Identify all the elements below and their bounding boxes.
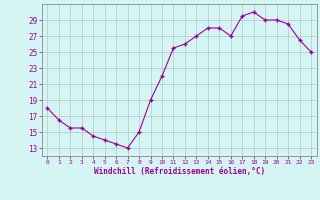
X-axis label: Windchill (Refroidissement éolien,°C): Windchill (Refroidissement éolien,°C) <box>94 167 265 176</box>
